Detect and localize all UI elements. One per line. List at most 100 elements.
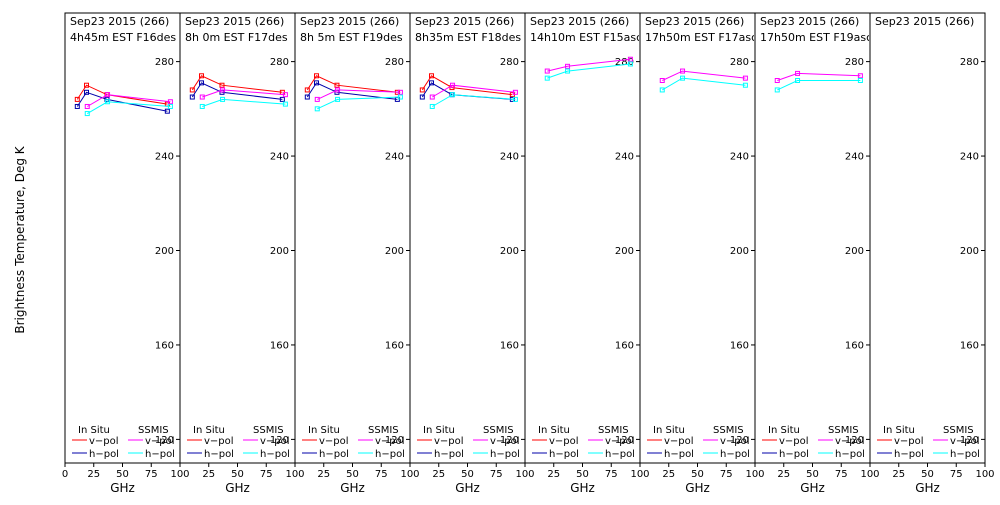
series-line xyxy=(202,89,286,98)
panel-8: Sep23 2015 (266) 120 160 200 240 280 25 50 75 100… xyxy=(869,12,995,495)
data-point xyxy=(314,80,320,86)
series-line xyxy=(421,75,513,96)
x-tick-label: 50 xyxy=(231,469,244,480)
series-ssmis-v xyxy=(774,70,863,83)
legend-label-ssmis-h: h−pol xyxy=(375,449,405,460)
y-tick-label: 120 xyxy=(960,435,979,446)
x-axis-label: GHz xyxy=(110,481,135,495)
y-tick-label: 240 xyxy=(385,152,404,163)
y-tick-label: 200 xyxy=(500,246,519,257)
panel-title-date: Sep23 2015 (266) xyxy=(875,15,974,28)
y-tick-label: 200 xyxy=(845,246,864,257)
panel-title-date: Sep23 2015 (266) xyxy=(530,15,629,28)
series-ssmis-v xyxy=(659,68,748,83)
x-tick-label: 100 xyxy=(285,469,304,480)
panel-title-time: 8h35m EST F18des xyxy=(415,31,521,44)
data-point xyxy=(167,103,173,109)
x-tick-label: 75 xyxy=(375,469,388,480)
panel-title-time: 8h 5m EST F19des xyxy=(300,31,403,44)
y-tick-label: 160 xyxy=(615,340,634,351)
legend-label-ssmis-h: h−pol xyxy=(605,449,635,460)
y-tick-label: 200 xyxy=(730,246,749,257)
legend-ssmis-header: SSMIS xyxy=(943,425,974,436)
legend-ssmis-header: SSMIS xyxy=(598,425,629,436)
x-axis-label: GHz xyxy=(340,481,365,495)
legend-insitu-header: In Situ xyxy=(193,425,225,436)
data-point xyxy=(189,87,195,93)
legend-ssmis-header: SSMIS xyxy=(368,425,399,436)
panel-title-date: Sep23 2015 (266) xyxy=(300,15,399,28)
series-line xyxy=(191,82,283,100)
legend-label-ssmis-v: v−pol xyxy=(375,436,405,447)
y-tick-label: 280 xyxy=(960,57,979,68)
data-point xyxy=(429,103,435,109)
data-point xyxy=(742,75,748,81)
x-tick-label: 100 xyxy=(745,469,764,480)
y-tick-label: 120 xyxy=(845,435,864,446)
data-point xyxy=(397,94,403,100)
x-tick-label: 25 xyxy=(547,469,560,480)
x-tick-label: 50 xyxy=(806,469,819,480)
legend-label-ssmis-h: h−pol xyxy=(260,449,290,460)
data-point xyxy=(627,61,633,67)
data-point xyxy=(565,68,571,74)
data-point xyxy=(795,78,801,83)
x-axis-label: GHz xyxy=(915,481,940,495)
series-ssmis-h xyxy=(659,75,748,93)
panel-title-group: Sep23 2015 (266) 4h45m EST F16des xyxy=(70,15,176,44)
legend-label-ssmis-h: h−pol xyxy=(720,449,750,460)
x-tick-label: 25 xyxy=(202,469,215,480)
series-ssmis-v xyxy=(429,82,518,100)
series-line xyxy=(662,70,746,81)
y-axis-label: Brightness Temperature, Deg K xyxy=(13,145,27,333)
x-tick-label: 25 xyxy=(317,469,330,480)
data-point xyxy=(544,75,550,81)
y-tick-label: 200 xyxy=(270,246,289,257)
data-point xyxy=(314,96,320,102)
x-tick-label: 50 xyxy=(346,469,359,480)
data-point xyxy=(314,73,320,79)
panel-title-time: 4h45m EST F16des xyxy=(70,31,176,44)
data-point xyxy=(189,94,195,100)
legend-label-ssmis-h: h−pol xyxy=(950,449,980,460)
series-ssmis-h xyxy=(429,92,518,109)
x-tick-label: 100 xyxy=(400,469,419,480)
data-point xyxy=(314,106,320,112)
series-line xyxy=(777,72,861,81)
data-point xyxy=(774,78,780,83)
data-point xyxy=(84,103,90,109)
panel-title-time: 14h10m EST F15asc xyxy=(530,31,642,44)
data-point xyxy=(419,94,425,100)
series-ssmis-h xyxy=(544,61,633,81)
data-point xyxy=(105,92,111,98)
legend-insitu-header: In Situ xyxy=(653,425,685,436)
legend-ssmis-header: SSMIS xyxy=(253,425,284,436)
legend-insitu-header: In Situ xyxy=(423,425,455,436)
y-tick-label: 280 xyxy=(615,57,634,68)
legend-ssmis-header: SSMIS xyxy=(483,425,514,436)
legend-label-ssmis-v: v−pol xyxy=(145,436,175,447)
panel-title-time: 8h 0m EST F17des xyxy=(185,31,288,44)
data-point xyxy=(627,56,633,62)
x-tick-label: 25 xyxy=(432,469,445,480)
x-tick-label: 100 xyxy=(860,469,879,480)
data-point xyxy=(397,89,403,95)
legend-label-insitu-h: h−pol xyxy=(204,449,234,460)
data-point xyxy=(219,82,225,88)
data-point xyxy=(105,99,111,105)
data-point xyxy=(282,101,288,107)
x-tick-label: 50 xyxy=(461,469,474,480)
legend-label-insitu-v: v−pol xyxy=(549,436,579,447)
series-ssmis-h xyxy=(314,94,403,112)
legend-ssmis-header: SSMIS xyxy=(713,425,744,436)
legend-label-insitu-v: v−pol xyxy=(894,436,924,447)
y-tick-label: 160 xyxy=(270,340,289,351)
y-tick-label: 120 xyxy=(385,435,404,446)
x-tick-label: 50 xyxy=(116,469,129,480)
series-insitu-v xyxy=(419,73,515,98)
x-axis-label: GHz xyxy=(685,481,710,495)
data-point xyxy=(279,96,285,102)
